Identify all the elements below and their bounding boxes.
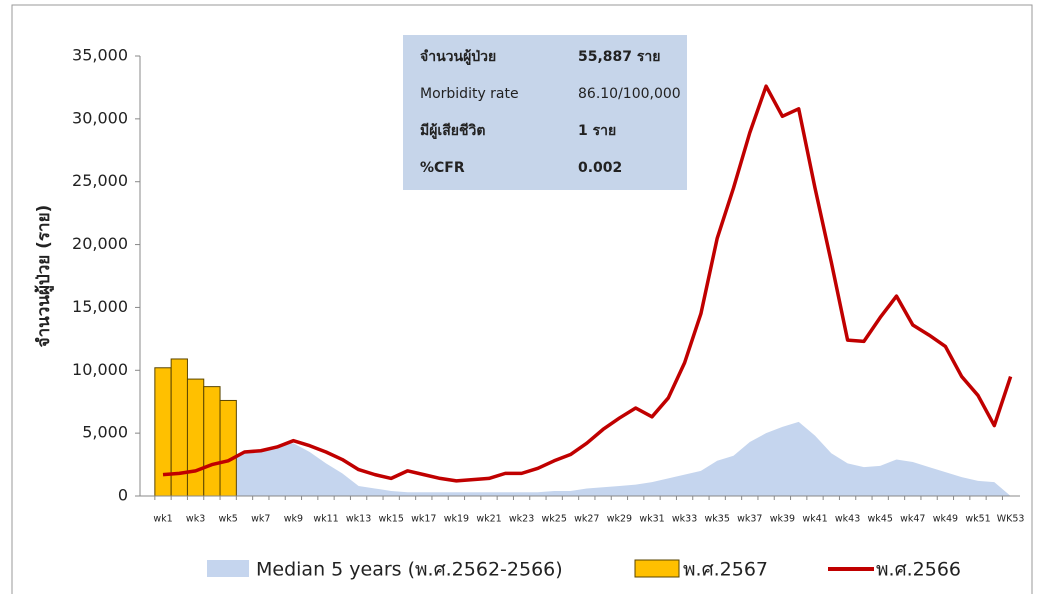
x-tick-label: wk51 [965,514,990,525]
x-tick-label: wk1 [153,514,172,525]
y-axis-label: จำนวนผู้ป่วย (ราย) [34,205,55,348]
info-text: 55,887 ราย [578,49,660,65]
x-tick-label: wk29 [607,514,632,525]
y-tick-label: 15,000 [72,297,128,316]
x-tick-label: wk27 [574,514,599,525]
y-tick-label: 25,000 [72,171,128,190]
x-tick-label: wk7 [251,514,270,525]
legend-label: พ.ศ.2567 [683,559,768,581]
info-text: จำนวนผู้ป่วย [420,49,496,65]
info-text: Morbidity rate [420,86,519,102]
y-tick-label: 20,000 [72,234,128,253]
x-tick-label: wk37 [737,514,762,525]
legend-swatch [634,559,680,578]
x-tick-label: wk33 [672,514,697,525]
x-tick-label: wk43 [835,514,860,525]
x-tick-label: wk31 [639,514,664,525]
x-tick-label: wk23 [509,514,534,525]
info-text: 0.002 [578,160,622,176]
info-text: %CFR [420,160,465,176]
line-2566 [162,84,1013,483]
x-tick-label: wk41 [802,514,827,525]
y-tick-label: 35,000 [72,46,128,65]
x-tick-label: wk39 [770,514,795,525]
y-tick-label: 30,000 [72,108,128,127]
x-tick-label: wk17 [411,514,436,525]
legend-label: พ.ศ.2566 [876,559,961,581]
x-tick-label: wk13 [346,514,371,525]
x-tick-label: wk11 [313,514,338,525]
info-text: 1 ราย [578,123,616,139]
x-tick-label: wk19 [444,514,469,525]
x-tick-label: wk47 [900,514,925,525]
x-tick-label: WK53 [997,514,1025,525]
bar [219,399,237,497]
bar [186,378,205,497]
x-tick-label: wk15 [379,514,404,525]
y-tick-label: 0 [118,486,128,505]
median-area [163,421,1011,496]
y-tick-label: 5,000 [82,423,128,442]
x-tick-label: wk3 [186,514,205,525]
y-tick-label: 10,000 [72,360,128,379]
info-box [403,35,687,190]
x-tick-label: wk49 [933,514,958,525]
x-tick-label: wk21 [476,514,501,525]
legend-swatch [207,560,249,577]
x-tick-label: wk9 [284,514,303,525]
x-tick-label: wk35 [705,514,730,525]
frame [11,4,1033,594]
info-text: มีผู้เสียชีวิต [420,123,485,139]
legend-label: Median 5 years (พ.ศ.2562-2566) [256,559,563,581]
bar [154,367,172,497]
bar [203,386,221,497]
info-text: 86.10/100,000 [578,86,681,102]
x-tick-label: wk45 [868,514,893,525]
x-tick-label: wk25 [542,514,567,525]
x-tick-label: wk5 [219,514,238,525]
